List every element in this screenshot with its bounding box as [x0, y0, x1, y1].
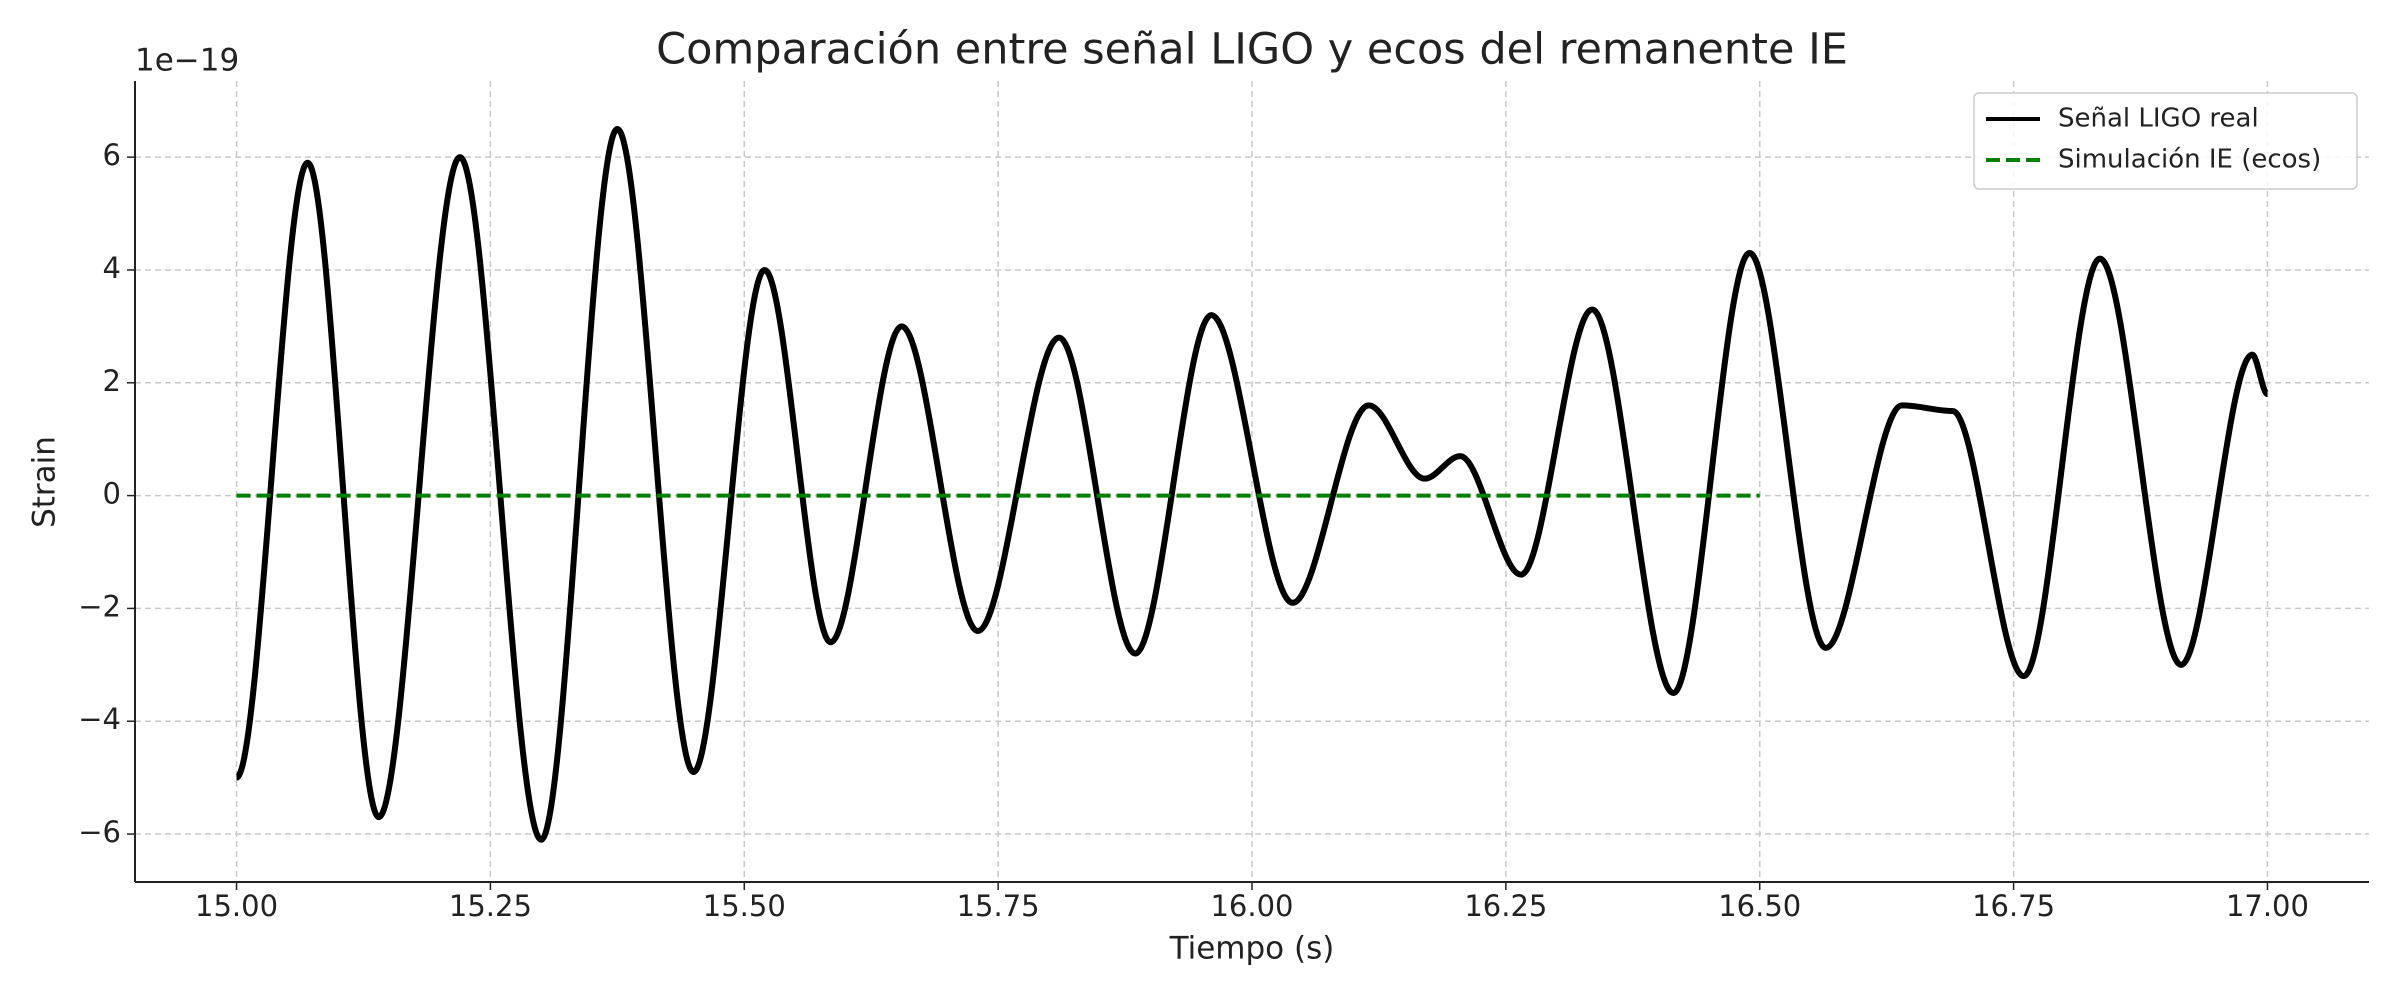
legend-label: Señal LIGO real [2058, 104, 2259, 134]
x-axis-label: Tiempo (s) [1169, 931, 1335, 967]
y-offset-label: 1e−19 [135, 43, 239, 79]
legend-box [1973, 92, 2358, 190]
x-tick-label: 16.50 [1718, 889, 1801, 923]
y-tick-label: −2 [78, 589, 121, 623]
y-tick-label: 4 [103, 251, 121, 285]
x-tick-label: 17.00 [2226, 889, 2309, 923]
x-tick-label: 15.75 [957, 889, 1040, 923]
y-tick-label: −4 [78, 702, 121, 736]
x-tick-label: 16.25 [1464, 889, 1547, 923]
x-tick-label: 15.50 [703, 889, 786, 923]
series-line [233, 125, 2271, 843]
legend: Señal LIGO real Simulación IE (ecos) [1973, 92, 2358, 190]
x-tick-label: 15.00 [195, 889, 278, 923]
y-tick-label: 6 [103, 138, 121, 172]
x-tick-label: 15.25 [449, 889, 532, 923]
legend-label: Simulación IE (ecos) [2058, 145, 2321, 175]
y-axis-label: Strain [27, 436, 63, 528]
x-tick-label: 16.00 [1210, 889, 1293, 923]
x-tick-label: 16.75 [1972, 889, 2055, 923]
chart-title: Comparación entre señal LIGO y ecos del … [656, 25, 1848, 75]
y-tick-label: 2 [103, 364, 121, 398]
y-tick-label: 0 [103, 477, 121, 511]
y-tick-label: −6 [78, 815, 121, 849]
